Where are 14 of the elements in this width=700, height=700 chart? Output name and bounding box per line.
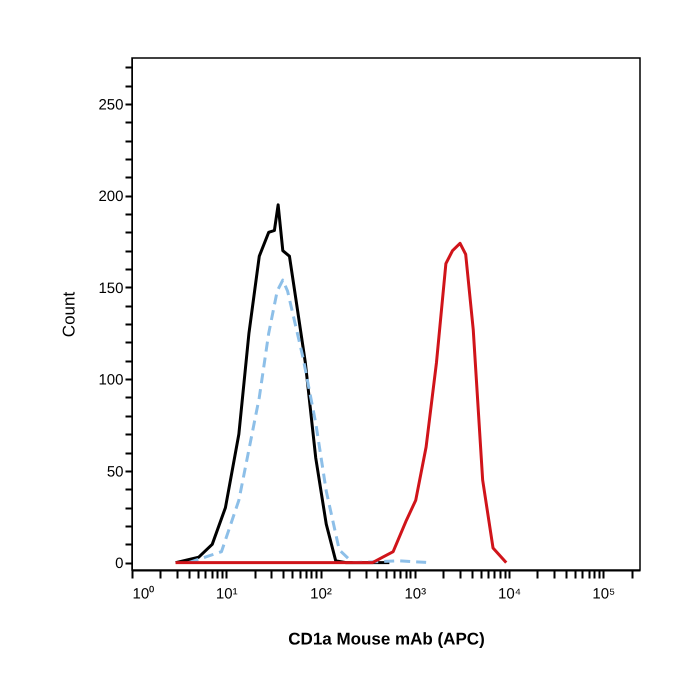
x-tick-label: 10⁵ bbox=[592, 586, 616, 602]
x-tick-label: 10⁴ bbox=[498, 586, 522, 602]
y-axis-title: Count bbox=[59, 292, 78, 338]
y-tick-label: 200 bbox=[98, 188, 124, 206]
y-tick-label: 250 bbox=[98, 96, 124, 114]
y-tick-label: 100 bbox=[98, 372, 124, 389]
x-tick-label: 10³ bbox=[404, 586, 426, 602]
x-tick-label: 10⁰ bbox=[132, 586, 154, 602]
x-axis-title: CD1a Mouse mAb (APC) bbox=[288, 630, 485, 648]
x-tick-label: 10² bbox=[310, 586, 332, 602]
y-tick-label: 0 bbox=[115, 555, 124, 572]
x-tick-label: 10¹ bbox=[216, 586, 238, 602]
y-tick-label: 150 bbox=[98, 280, 124, 297]
y-tick-label: 50 bbox=[106, 463, 124, 480]
